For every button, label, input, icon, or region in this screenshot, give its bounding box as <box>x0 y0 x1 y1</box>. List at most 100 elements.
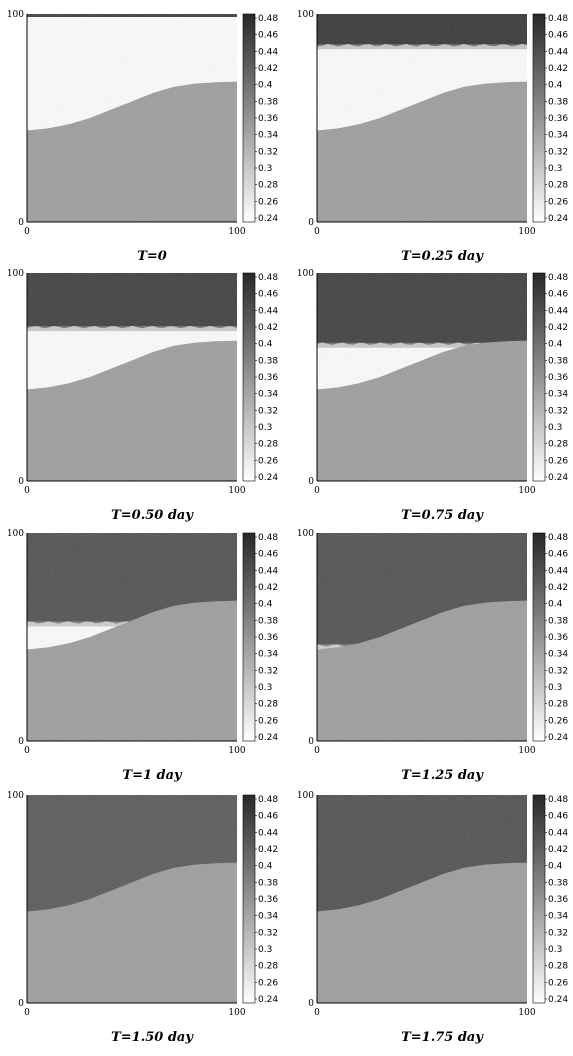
grain-overlay <box>27 14 237 222</box>
colorbar-tick-label: 0.3 <box>548 164 562 174</box>
colorbar-tick-label: 0.38 <box>548 616 568 626</box>
colorbar <box>242 13 256 223</box>
y-tick-label: 100 <box>297 529 314 539</box>
colorbar-tick-label: 0.34 <box>258 650 278 660</box>
y-tick-label: 100 <box>297 269 314 279</box>
colorbar-tick-label: 0.38 <box>258 97 278 107</box>
colorbar-tick-label: 0.36 <box>548 373 568 383</box>
x-tick-label: 100 <box>228 486 245 496</box>
colorbar-tick-label: 0.42 <box>258 64 278 74</box>
x-tick-label: 100 <box>228 227 245 237</box>
panel-0: 0 100 0 100 0.48 0.46 0.44 0.42 0.4 0.38 0.36 0.34 0… <box>7 10 279 264</box>
y-tick-label: 0 <box>308 477 314 487</box>
colorbar-tick-label: 0.32 <box>548 666 568 676</box>
colorbar-tick-label: 0.28 <box>258 700 278 710</box>
colorbar-tick-label: 0.44 <box>548 47 568 57</box>
colorbar-tick-label: 0.24 <box>548 733 568 743</box>
x-tick-label: 100 <box>518 486 535 496</box>
colorbar-tick-label: 0.34 <box>548 650 568 660</box>
colorbar-tick-label: 0.38 <box>258 616 278 626</box>
y-tick-label: 0 <box>308 218 314 228</box>
colorbar-tick-label: 0.32 <box>548 406 568 416</box>
colorbar-tick-label: 0.26 <box>258 716 278 726</box>
colorbar-tick-label: 0.46 <box>548 290 568 300</box>
colorbar-tick-label: 0.24 <box>548 995 568 1005</box>
colorbar-tick-label: 0.4 <box>258 862 273 872</box>
colorbar-tick-label: 0.42 <box>548 583 568 593</box>
colorbar-tick-label: 0.42 <box>258 583 278 593</box>
colorbar-tick-label: 0.28 <box>258 440 278 450</box>
x-tick-label: 0 <box>24 227 30 237</box>
colorbar-tick-label: 0.48 <box>548 14 568 24</box>
panel-3: 0 100 0 100 0.48 0.46 0.44 0.42 0.4 0.38 0.36 0.34 0… <box>297 269 569 523</box>
colorbar <box>532 794 546 1004</box>
colorbar <box>242 794 256 1004</box>
colorbar-tick-label: 0.34 <box>548 912 568 922</box>
y-tick-label: 0 <box>308 737 314 747</box>
colorbar-tick-label: 0.46 <box>258 550 278 560</box>
y-tick-label: 0 <box>18 477 24 487</box>
y-tick-label: 100 <box>7 10 24 20</box>
colorbar-tick-label: 0.24 <box>258 473 278 483</box>
colorbar-tick-label: 0.46 <box>548 812 568 822</box>
x-tick-label: 0 <box>24 746 30 756</box>
panel-caption: T=0 <box>137 249 167 264</box>
panel-caption: T=1 day <box>122 768 183 783</box>
panel-caption: T=0.75 day <box>401 508 484 523</box>
colorbar-tick-label: 0.34 <box>548 390 568 400</box>
colorbar-tick-label: 0.32 <box>548 147 568 157</box>
x-tick-label: 0 <box>314 1008 320 1018</box>
panel-caption: T=1.50 day <box>111 1030 194 1045</box>
colorbar-tick-label: 0.24 <box>258 214 278 224</box>
panel-2: 0 100 0 100 0.48 0.46 0.44 0.42 0.4 0.38 0.36 0.34 0… <box>7 269 279 523</box>
colorbar-tick-label: 0.48 <box>258 795 278 805</box>
y-tick-label: 100 <box>297 791 314 801</box>
colorbar-tick-label: 0.3 <box>258 164 272 174</box>
colorbar-tick-label: 0.4 <box>548 600 563 610</box>
heatmap-area <box>27 533 237 741</box>
y-tick-label: 100 <box>7 529 24 539</box>
colorbar-tick-label: 0.28 <box>548 962 568 972</box>
colorbar-tick-label: 0.3 <box>548 945 562 955</box>
colorbar-tick-label: 0.48 <box>258 533 278 543</box>
colorbar <box>242 272 256 482</box>
y-tick-label: 100 <box>297 10 314 20</box>
colorbar-tick-label: 0.44 <box>258 47 278 57</box>
colorbar-tick-label: 0.44 <box>258 828 278 838</box>
panel-caption: T=0.25 day <box>401 249 484 264</box>
panel-caption: T=1.25 day <box>401 768 484 783</box>
grain-overlay <box>317 14 527 222</box>
heatmap-area <box>317 795 527 1003</box>
colorbar-tick-label: 0.44 <box>548 566 568 576</box>
colorbar-tick-label: 0.24 <box>258 733 278 743</box>
grain-overlay <box>27 795 237 1003</box>
y-tick-label: 0 <box>18 218 24 228</box>
colorbar-tick-label: 0.44 <box>258 566 278 576</box>
y-tick-label: 100 <box>7 269 24 279</box>
colorbar-tick-label: 0.46 <box>548 31 568 41</box>
colorbar <box>242 532 256 742</box>
colorbar-tick-label: 0.36 <box>548 114 568 124</box>
colorbar-tick-label: 0.28 <box>258 962 278 972</box>
x-tick-label: 0 <box>24 1008 30 1018</box>
colorbar-tick-label: 0.3 <box>258 423 272 433</box>
colorbar-tick-label: 0.48 <box>548 273 568 283</box>
colorbar-tick-label: 0.42 <box>548 64 568 74</box>
colorbar-tick-label: 0.36 <box>258 373 278 383</box>
colorbar-tick-label: 0.46 <box>258 812 278 822</box>
colorbar-tick-label: 0.4 <box>548 340 563 350</box>
colorbar-tick-label: 0.46 <box>258 290 278 300</box>
x-tick-label: 100 <box>228 746 245 756</box>
colorbar-tick-label: 0.38 <box>258 356 278 366</box>
x-tick-label: 100 <box>518 227 535 237</box>
colorbar-tick-label: 0.26 <box>548 978 568 988</box>
colorbar-tick-label: 0.26 <box>548 197 568 207</box>
colorbar-tick-label: 0.26 <box>258 197 278 207</box>
colorbar-tick-label: 0.32 <box>258 406 278 416</box>
panel-6: 0 100 0 100 0.48 0.46 0.44 0.42 0.4 0.38 0.36 0.34 0… <box>7 791 279 1045</box>
colorbar-tick-label: 0.4 <box>548 81 563 91</box>
y-tick-label: 0 <box>18 999 24 1009</box>
colorbar-tick-label: 0.26 <box>258 978 278 988</box>
colorbar-tick-label: 0.36 <box>548 633 568 643</box>
